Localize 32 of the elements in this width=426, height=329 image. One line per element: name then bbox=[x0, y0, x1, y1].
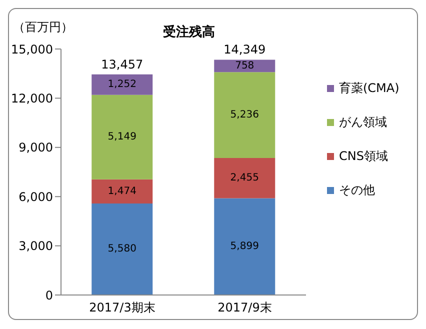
bar bbox=[92, 94, 153, 180]
y-axis-title: （百万円） bbox=[13, 19, 73, 36]
bar bbox=[214, 60, 276, 72]
data-label: 5,899 bbox=[230, 241, 259, 252]
legend-label: CNS領域 bbox=[339, 148, 388, 164]
legend-label: がん領域 bbox=[339, 114, 387, 130]
total-label: 13,457 bbox=[101, 57, 144, 72]
data-label: 5,236 bbox=[230, 110, 259, 121]
data-label: 1,474 bbox=[108, 186, 136, 197]
data-label: 5,580 bbox=[108, 244, 136, 255]
data-label: 2,455 bbox=[230, 172, 259, 184]
total-label: 14,349 bbox=[224, 42, 266, 57]
chart-title: 受注残高 bbox=[163, 25, 215, 40]
data-label: 758 bbox=[235, 60, 254, 72]
x-tick-label: 2017/9末 bbox=[218, 300, 272, 315]
data-label: 1,252 bbox=[108, 79, 136, 90]
bar bbox=[92, 203, 153, 295]
bar bbox=[214, 158, 276, 198]
x-tick-label: 2017/3期末 bbox=[89, 300, 156, 315]
y-tick-label: 3,000 bbox=[18, 239, 53, 254]
y-tick-label: 6,000 bbox=[18, 190, 53, 204]
bar bbox=[92, 74, 153, 95]
bar bbox=[214, 198, 276, 295]
y-tick-label: 15,000 bbox=[11, 42, 53, 56]
bar bbox=[214, 72, 276, 158]
bar bbox=[92, 179, 153, 204]
y-tick-label: 0 bbox=[45, 288, 53, 302]
y-tick-label: 9,000 bbox=[18, 140, 53, 155]
data-label: 5,149 bbox=[108, 132, 136, 143]
y-tick-label: 12,000 bbox=[11, 91, 53, 106]
legend-label: 育薬(CMA) bbox=[339, 80, 400, 96]
legend-label: その他 bbox=[339, 182, 375, 198]
